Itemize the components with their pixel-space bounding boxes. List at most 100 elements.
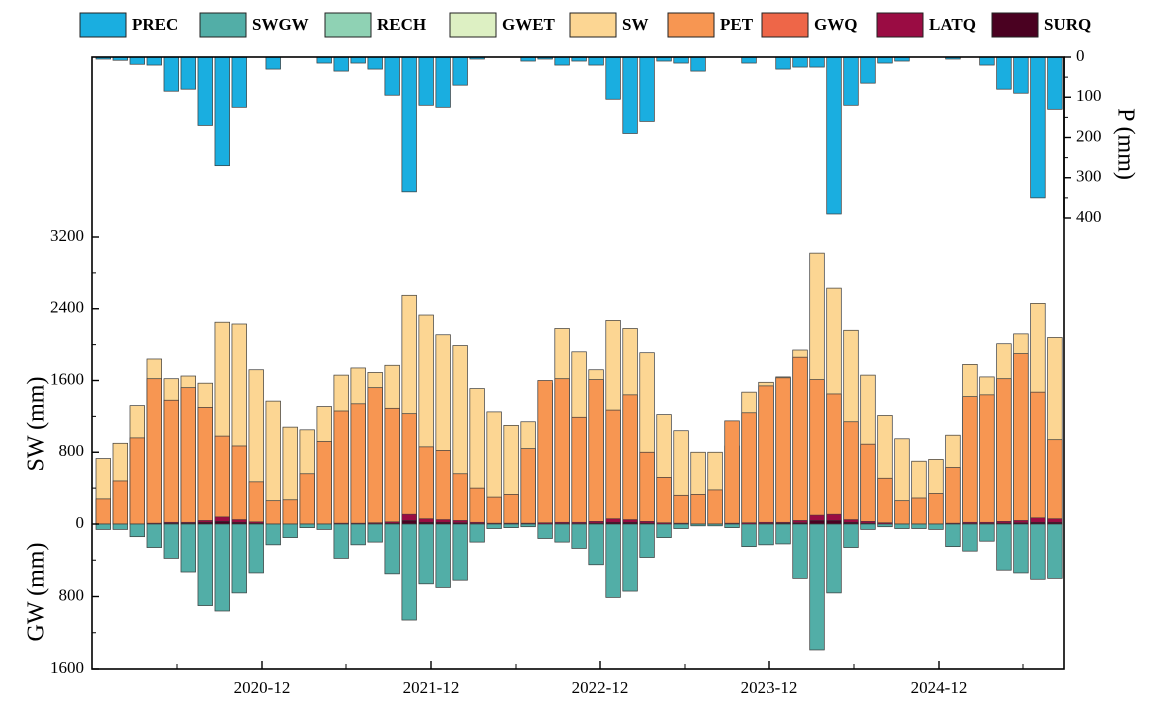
precip-tick-label: 0 (1076, 46, 1085, 65)
pet-bar (673, 494, 689, 525)
prec-bar (197, 56, 213, 126)
swgw-bar (231, 523, 247, 594)
legend-swatch (79, 12, 127, 38)
pet-bar (316, 441, 332, 525)
prec-bar (384, 56, 400, 96)
swgw-bar (486, 523, 502, 529)
swgw-bar (418, 523, 434, 585)
legend-label: LATQ (929, 15, 976, 34)
precip-tick-label: 300 (1076, 167, 1102, 186)
legend: PREC SWGW RECH GWET SW PET GWQ LATQ SURQ (79, 12, 1091, 38)
swgw-bar (571, 523, 587, 549)
legend-swatch (991, 12, 1039, 38)
prec-bar (809, 56, 825, 68)
swgw-bar (826, 523, 842, 594)
pet-bar (894, 500, 910, 525)
pet-bar (707, 489, 723, 525)
swgw-bar (911, 523, 927, 529)
pet-bar (401, 413, 417, 525)
swgw-bar (622, 523, 638, 592)
sw-tick-label: 0 (76, 513, 85, 532)
swgw-bar (809, 523, 825, 651)
prec-bar (860, 56, 876, 84)
pet-bar (95, 498, 111, 525)
pet-bar (724, 420, 740, 525)
pet-bar (180, 387, 196, 525)
prec-bar (588, 56, 604, 66)
legend-swatch (324, 12, 372, 38)
prec-bar (673, 56, 689, 64)
sw-axis-title: SW (mm) (24, 377, 50, 472)
prec-bar (333, 56, 349, 72)
prec-bar (690, 56, 706, 72)
swgw-bar (792, 523, 808, 579)
pet-bar (350, 403, 366, 525)
prec-bar (741, 56, 757, 64)
axes: 0 800 1600 2400 3200 800 1600 0 100 200 300 400 2020… (50, 46, 1102, 697)
swgw-bar (452, 523, 468, 581)
prec-bar (146, 56, 162, 66)
swgw-bar (282, 523, 298, 538)
pet-bar (214, 435, 230, 525)
swgw-bar (945, 523, 961, 548)
pet-bar (282, 499, 298, 525)
pet-bar (299, 473, 315, 525)
swgw-bar (146, 523, 162, 548)
swgw-bar (707, 523, 723, 527)
swgw-bar (401, 523, 417, 621)
pet-bar (775, 377, 791, 525)
pet-bar (860, 443, 876, 525)
legend-item-gwet: GWET (449, 12, 556, 38)
pet-bar (248, 481, 264, 525)
swgw-bar (690, 523, 706, 527)
swgw-bar (197, 523, 213, 606)
pet-bar (554, 378, 570, 525)
pet-bar (418, 446, 434, 525)
pet-bar (622, 394, 638, 525)
pet-bar (384, 407, 400, 525)
swgw-bar (741, 523, 757, 548)
prec-bar (367, 56, 383, 70)
x-tick-label: 2020-12 (234, 678, 291, 697)
pet-bar (469, 487, 485, 525)
legend-item-latq: LATQ (876, 12, 976, 38)
prec-bar (775, 56, 791, 70)
pet-bar (979, 394, 995, 525)
prec-bar (231, 56, 247, 108)
legend-label: SWGW (252, 15, 309, 34)
swgw-bar (775, 523, 791, 545)
pet-bar (146, 378, 162, 525)
legend-item-gwq: GWQ (761, 12, 857, 38)
pet-bar (741, 412, 757, 525)
pet-bar (928, 493, 944, 525)
prec-bar (418, 56, 434, 106)
swgw-bar (537, 523, 553, 539)
legend-item-prec: PREC (79, 12, 178, 38)
pet-bar (792, 356, 808, 525)
swgw-bar (639, 523, 655, 558)
pet-bar (520, 448, 536, 525)
legend-label: SURQ (1044, 15, 1091, 34)
legend-swatch (569, 12, 617, 38)
pet-bar (197, 407, 213, 525)
prec-bar (129, 56, 145, 65)
legend-label: RECH (377, 15, 426, 34)
pet-bar (129, 437, 145, 525)
x-tick-label: 2024-12 (911, 678, 968, 697)
legend-swatch (876, 12, 924, 38)
legend-swatch (761, 12, 809, 38)
pet-bar (163, 399, 179, 525)
pet-bar (367, 387, 383, 525)
swgw-bar (95, 523, 111, 530)
pet-bar (690, 494, 706, 525)
pet-bar (333, 410, 349, 525)
precip-tick-label: 200 (1076, 126, 1102, 145)
swgw-bar (673, 523, 689, 529)
pet-bar (1030, 391, 1046, 525)
swgw-bar (877, 523, 893, 528)
pet-bar (656, 477, 672, 525)
swgw-bar (656, 523, 672, 538)
precip-tick-label: 400 (1076, 207, 1102, 226)
pet-bar (112, 480, 128, 525)
sw-tick-label: 1600 (50, 369, 84, 388)
